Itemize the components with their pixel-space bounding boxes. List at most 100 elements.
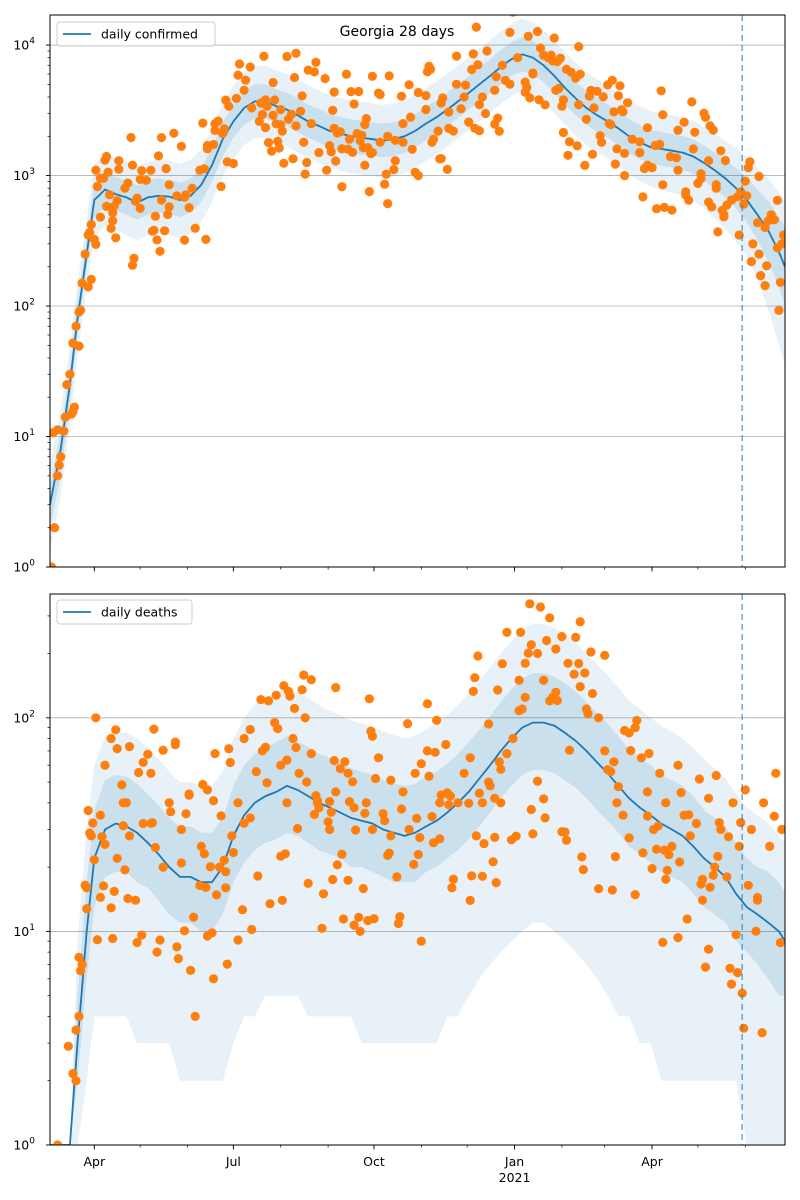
data-point <box>690 127 700 137</box>
data-point <box>574 42 584 52</box>
data-point <box>383 131 393 141</box>
data-point <box>208 796 219 806</box>
data-point <box>497 659 507 669</box>
deaths-legend-box <box>56 599 193 625</box>
data-point <box>630 723 640 733</box>
data-point <box>613 91 624 101</box>
data-point <box>624 833 634 843</box>
data-point <box>620 171 630 181</box>
data-point <box>322 165 332 175</box>
data-point <box>532 776 543 786</box>
data-point <box>88 818 98 828</box>
data-point <box>155 246 165 256</box>
data-point <box>564 745 575 755</box>
data-point <box>490 85 500 95</box>
data-point <box>610 852 621 862</box>
data-point <box>694 774 705 784</box>
data-point <box>155 935 165 945</box>
data-point <box>152 947 162 957</box>
data-point <box>149 724 159 734</box>
data-point <box>490 832 500 843</box>
data-point <box>282 755 292 765</box>
data-point <box>760 281 770 291</box>
data-point <box>714 818 724 828</box>
data-point <box>274 143 284 153</box>
data-point <box>245 62 255 72</box>
data-point <box>662 865 672 876</box>
data-point <box>523 648 533 658</box>
data-point <box>453 798 463 808</box>
data-point <box>474 126 484 136</box>
data-point <box>326 807 336 817</box>
data-point <box>233 798 243 808</box>
data-point <box>190 223 200 233</box>
data-point <box>201 882 211 893</box>
data-point <box>210 749 220 759</box>
data-point <box>736 187 746 197</box>
data-point <box>467 871 477 881</box>
deaths-data-points <box>53 599 785 1145</box>
data-point <box>540 100 550 110</box>
data-point <box>265 899 275 909</box>
data-point <box>101 201 112 211</box>
data-point <box>577 852 587 862</box>
data-point <box>210 125 220 135</box>
data-point <box>514 675 524 685</box>
data-point <box>594 884 604 894</box>
data-point <box>610 159 621 169</box>
data-point <box>65 369 75 379</box>
data-point <box>300 169 310 179</box>
data-point <box>292 823 303 834</box>
data-point <box>607 885 617 895</box>
data-point <box>494 126 504 136</box>
data-point <box>267 146 277 156</box>
data-point <box>448 126 458 136</box>
data-point <box>578 865 588 875</box>
data-point <box>170 740 180 750</box>
data-point <box>575 617 585 627</box>
data-point <box>146 165 156 175</box>
data-point <box>522 82 532 92</box>
data-point <box>239 733 249 744</box>
data-point <box>50 523 60 533</box>
data-point <box>138 818 148 829</box>
data-point <box>407 144 417 154</box>
data-point <box>528 68 538 78</box>
data-point <box>465 895 475 906</box>
data-point <box>771 768 781 778</box>
data-point <box>337 182 347 192</box>
data-point <box>716 146 726 156</box>
deaths-legend-label: daily deaths <box>101 605 178 620</box>
data-point <box>752 218 763 228</box>
data-point <box>120 865 130 875</box>
data-point <box>477 92 487 102</box>
data-point <box>465 753 475 763</box>
data-point <box>179 235 190 245</box>
data-point <box>658 937 668 948</box>
data-point <box>222 959 232 969</box>
data-point <box>484 719 494 729</box>
data-point <box>635 137 645 147</box>
data-point <box>299 670 309 680</box>
data-point <box>233 935 243 945</box>
data-point <box>535 43 546 53</box>
deaths-trend-line <box>50 721 785 1145</box>
data-point <box>647 163 657 173</box>
data-point <box>471 22 481 32</box>
data-point <box>542 635 552 646</box>
data-point <box>198 118 208 128</box>
data-point <box>736 818 746 828</box>
data-point <box>708 870 718 880</box>
data-point <box>105 190 115 200</box>
data-point <box>172 191 182 201</box>
data-point <box>80 249 90 259</box>
data-point <box>451 51 462 61</box>
data-point <box>335 127 345 137</box>
data-point <box>344 134 355 144</box>
data-point <box>528 829 538 839</box>
data-point <box>743 880 753 890</box>
data-point <box>396 804 407 814</box>
data-point <box>390 135 400 145</box>
data-point <box>328 874 338 885</box>
